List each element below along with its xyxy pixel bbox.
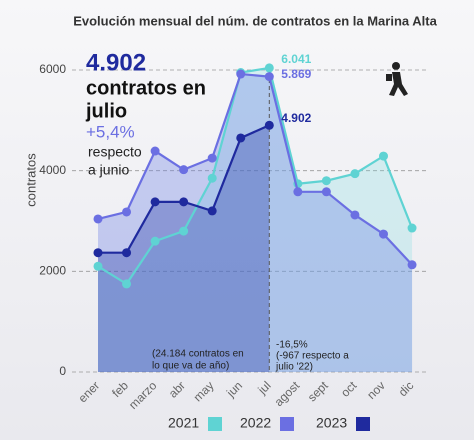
point [179,226,189,236]
point [122,207,132,217]
point [150,146,160,156]
annotation: contratos en [86,77,206,99]
point [264,63,274,73]
point [264,72,274,82]
point [93,248,103,258]
point [150,197,160,207]
legend-swatch [280,417,294,431]
point [93,214,103,224]
chart-title: Evolución mensual del núm. de contratos … [73,13,437,28]
point [321,176,331,186]
point [93,261,103,271]
point [207,153,217,163]
area [98,67,413,372]
point [264,120,274,130]
point [350,210,360,220]
point [236,69,246,79]
point [379,229,388,239]
y-tick-label: 4000 [39,163,66,177]
legend-swatch [356,417,370,431]
annotation: (24.184 contratos en [152,349,244,360]
value-label: 4.902 [281,111,311,125]
point [122,279,132,289]
legend-label: 2023 [316,415,347,431]
area [98,74,413,372]
annotation: +5,4% [86,122,135,141]
runner-icon [386,62,408,96]
value-label: 6.041 [281,52,311,66]
point [179,165,189,175]
value-label: 5.869 [281,67,311,81]
point [207,206,217,216]
point [293,187,303,197]
annotation: respecto [88,144,142,160]
annotation: julio [85,100,127,122]
annotation: a junio [88,162,129,178]
annotation: 4.902 [86,49,146,76]
annotation: -16,5% [276,340,308,351]
legend-label: 2021 [168,415,199,431]
line [97,72,413,266]
y-tick-label: 0 [59,364,66,378]
point [350,169,360,179]
annotation: (-967 respecto a [276,351,349,362]
point [150,236,160,246]
legend-label: 2022 [240,415,271,431]
y-tick-label: 6000 [39,62,66,76]
annotation: julio '22) [275,362,313,373]
area [98,125,270,373]
point [321,187,331,197]
legend-swatch [208,417,222,431]
point [379,151,388,161]
y-axis-label: contratos [23,153,38,207]
point [207,173,217,183]
point [236,133,246,143]
point [407,223,417,233]
line [97,66,414,286]
annotation: lo que va de año) [152,361,229,372]
point [122,248,132,258]
y-tick-label: 2000 [39,264,66,278]
point [407,260,417,270]
point [179,197,189,207]
